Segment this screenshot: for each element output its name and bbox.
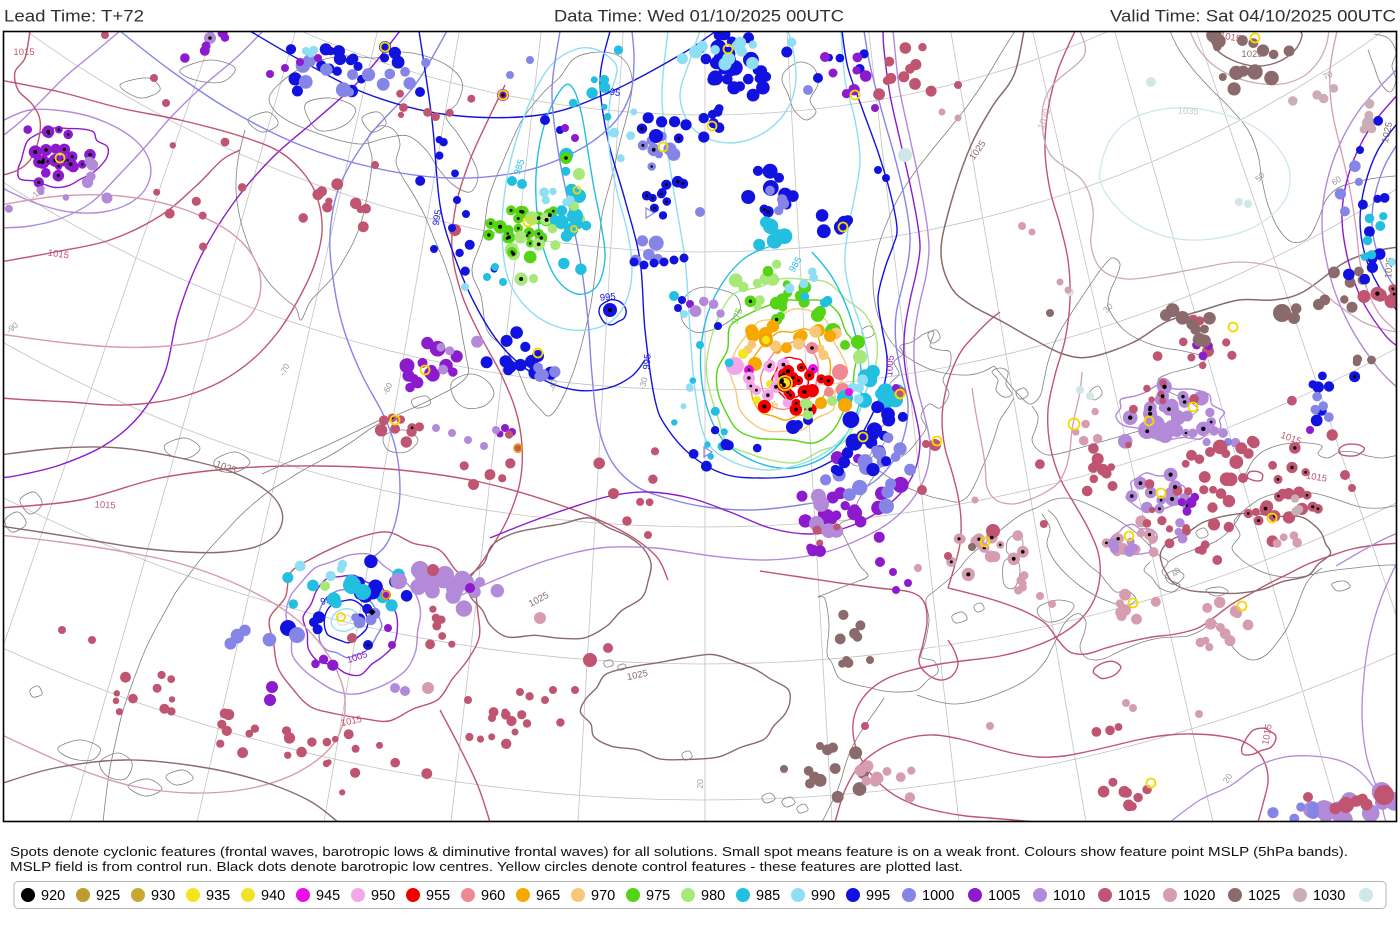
svg-text:965: 965 bbox=[536, 888, 560, 904]
svg-text:1025: 1025 bbox=[626, 668, 649, 683]
svg-text:1015: 1015 bbox=[94, 499, 116, 511]
svg-text:1025: 1025 bbox=[214, 459, 238, 477]
svg-text:1015: 1015 bbox=[1260, 723, 1275, 746]
svg-text:1030: 1030 bbox=[1313, 888, 1345, 904]
svg-text:Valid Time: Sat 04/10/2025 00U: Valid Time: Sat 04/10/2025 00UTC bbox=[1110, 7, 1396, 26]
svg-text:-70: -70 bbox=[277, 362, 292, 378]
svg-text:995: 995 bbox=[431, 209, 445, 227]
svg-text:60: 60 bbox=[1330, 174, 1344, 188]
svg-text:30: 30 bbox=[1101, 301, 1115, 315]
svg-text:20: 20 bbox=[1221, 771, 1235, 785]
svg-text:1015: 1015 bbox=[1305, 470, 1328, 485]
svg-text:995: 995 bbox=[599, 291, 616, 303]
svg-text:-30: -30 bbox=[637, 376, 650, 391]
svg-text:Data Time: Wed 01/10/2025 00UT: Data Time: Wed 01/10/2025 00UTC bbox=[554, 7, 844, 26]
svg-text:1005: 1005 bbox=[345, 649, 369, 666]
svg-text:1035: 1035 bbox=[1177, 105, 1199, 117]
svg-text:1025: 1025 bbox=[967, 139, 988, 163]
svg-text:1025: 1025 bbox=[527, 590, 551, 610]
svg-text:970: 970 bbox=[591, 888, 615, 904]
svg-text:1005: 1005 bbox=[884, 355, 897, 377]
svg-text:920: 920 bbox=[41, 888, 65, 904]
svg-text:995: 995 bbox=[641, 353, 653, 370]
svg-text:20: 20 bbox=[695, 779, 705, 789]
svg-text:925: 925 bbox=[96, 888, 120, 904]
svg-text:1010: 1010 bbox=[1053, 888, 1085, 904]
svg-text:Spots denote cyclonic features: Spots denote cyclonic features (frontal … bbox=[10, 844, 1348, 859]
svg-text:935: 935 bbox=[206, 888, 230, 904]
svg-text:950: 950 bbox=[371, 888, 395, 904]
svg-text:70: 70 bbox=[1321, 69, 1334, 82]
svg-text:955: 955 bbox=[426, 888, 450, 904]
svg-text:1015: 1015 bbox=[340, 714, 363, 729]
svg-text:1015: 1015 bbox=[1118, 888, 1150, 904]
svg-text:40: 40 bbox=[1169, 565, 1183, 579]
svg-text:1015: 1015 bbox=[13, 47, 34, 58]
svg-text:1015: 1015 bbox=[47, 248, 69, 262]
svg-text:985: 985 bbox=[787, 255, 804, 274]
svg-text:1005: 1005 bbox=[988, 888, 1020, 904]
svg-text:1025: 1025 bbox=[1380, 121, 1395, 144]
svg-text:50: 50 bbox=[1253, 170, 1267, 184]
svg-text:975: 975 bbox=[646, 888, 670, 904]
svg-text:-40: -40 bbox=[547, 378, 559, 392]
svg-text:1020: 1020 bbox=[1183, 888, 1215, 904]
svg-text:1025: 1025 bbox=[1241, 49, 1262, 60]
svg-text:960: 960 bbox=[481, 888, 505, 904]
svg-text:945: 945 bbox=[316, 888, 340, 904]
svg-text:940: 940 bbox=[261, 888, 285, 904]
svg-text:Lead Time: T+72: Lead Time: T+72 bbox=[4, 7, 144, 26]
svg-text:-60: -60 bbox=[380, 381, 394, 397]
svg-text:975: 975 bbox=[730, 307, 746, 326]
svg-text:985: 985 bbox=[756, 888, 780, 904]
svg-text:1030: 1030 bbox=[1036, 107, 1054, 131]
svg-text:930: 930 bbox=[151, 888, 175, 904]
svg-text:-90: -90 bbox=[4, 320, 20, 336]
svg-text:980: 980 bbox=[701, 888, 725, 904]
svg-text:995: 995 bbox=[866, 888, 890, 904]
svg-text:1000: 1000 bbox=[922, 888, 954, 904]
svg-text:985: 985 bbox=[512, 158, 527, 176]
svg-text:MSLP field is from control run: MSLP field is from control run. Black do… bbox=[10, 859, 963, 874]
svg-text:990: 990 bbox=[811, 888, 835, 904]
svg-text:1025: 1025 bbox=[1248, 888, 1280, 904]
